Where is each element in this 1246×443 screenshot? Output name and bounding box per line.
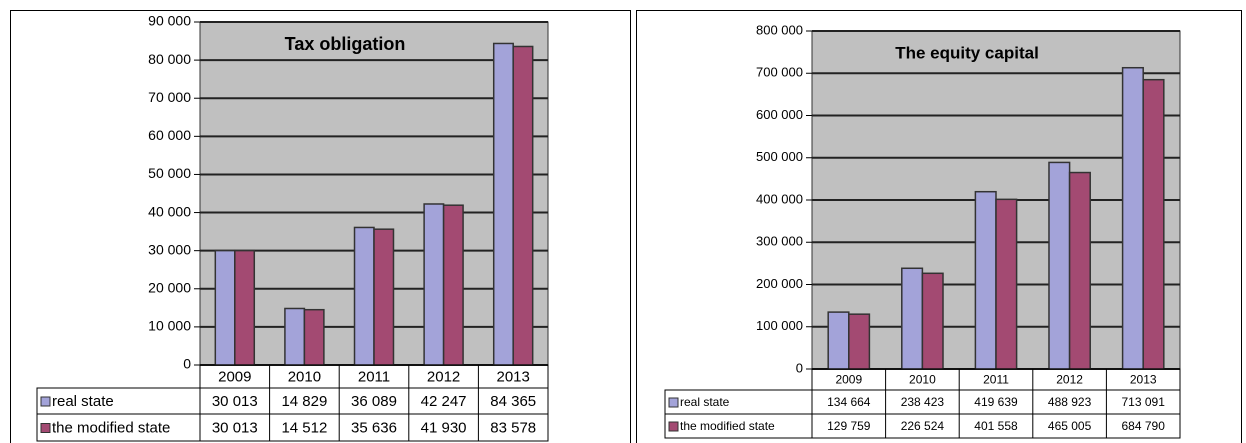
data-label: 42 247 — [421, 393, 467, 410]
x-tick-label: 2013 — [497, 368, 530, 385]
x-tick-label: 2011 — [983, 373, 1009, 387]
data-label: 226 524 — [901, 419, 945, 433]
y-tick-label: 0 — [183, 356, 191, 372]
bar — [1048, 161, 1071, 370]
bar — [353, 226, 375, 366]
x-tick-label: 2009 — [835, 373, 862, 387]
y-tick-label: 600 000 — [756, 107, 803, 122]
bar — [284, 307, 306, 366]
x-tick-label: 2012 — [1056, 373, 1083, 387]
bar — [373, 228, 395, 366]
data-label: 14 512 — [281, 419, 327, 436]
x-tick-label: 2009 — [218, 368, 251, 385]
y-tick-label: 0 — [796, 360, 803, 375]
x-tick-label: 2010 — [909, 373, 936, 387]
data-label: 129 759 — [827, 419, 871, 433]
bar — [234, 249, 256, 366]
legend-label: real state — [52, 393, 114, 410]
data-label: 30 013 — [212, 419, 258, 436]
bar — [442, 204, 464, 366]
data-label: 713 091 — [1122, 395, 1166, 409]
bar — [1068, 171, 1091, 370]
y-tick-label: 200 000 — [756, 276, 803, 291]
data-label: 30 013 — [212, 393, 258, 410]
bar — [974, 190, 997, 370]
y-tick-label: 90 000 — [148, 13, 191, 29]
y-tick-label: 80 000 — [148, 51, 191, 67]
legend-key — [40, 396, 51, 407]
bar — [214, 249, 236, 366]
legend-key — [668, 397, 679, 408]
x-tick-label: 2012 — [427, 368, 460, 385]
bar — [492, 42, 514, 366]
chart-title: The equity capital — [895, 43, 1039, 62]
bar — [995, 198, 1018, 370]
data-label: 488 923 — [1048, 395, 1092, 409]
bar — [901, 267, 924, 370]
y-tick-label: 30 000 — [148, 241, 191, 257]
data-label: 134 664 — [827, 395, 871, 409]
bar — [848, 313, 871, 370]
data-label: 41 930 — [421, 419, 467, 436]
x-tick-label: 2011 — [358, 368, 390, 385]
data-label: 83 578 — [490, 419, 536, 436]
x-tick-label: 2013 — [1130, 373, 1157, 387]
data-label: 36 089 — [351, 393, 397, 410]
y-tick-label: 700 000 — [756, 65, 803, 80]
y-tick-label: 800 000 — [756, 22, 803, 37]
legend-key — [668, 421, 679, 432]
y-tick-label: 50 000 — [148, 165, 191, 181]
data-label: 35 636 — [351, 419, 397, 436]
y-tick-label: 10 000 — [148, 318, 191, 334]
legend-label: the modified state — [52, 419, 170, 436]
y-tick-label: 300 000 — [756, 234, 803, 249]
bar — [921, 272, 944, 370]
bar — [827, 311, 850, 370]
y-tick-label: 100 000 — [756, 318, 803, 333]
chart-title: Tax obligation — [285, 34, 406, 54]
bar — [423, 203, 445, 366]
y-tick-label: 400 000 — [756, 191, 803, 206]
data-label: 84 365 — [490, 393, 536, 410]
legend-key — [40, 423, 51, 433]
bar — [1121, 66, 1144, 370]
legend-label: real state — [680, 395, 730, 409]
data-label: 401 558 — [974, 419, 1018, 433]
data-label: 465 005 — [1048, 419, 1092, 433]
data-label: 419 639 — [974, 395, 1018, 409]
data-label: 14 829 — [281, 393, 327, 410]
y-tick-label: 500 000 — [756, 149, 803, 164]
data-label: 238 423 — [901, 395, 945, 409]
y-tick-label: 70 000 — [148, 89, 191, 105]
bar — [1142, 78, 1165, 370]
bar — [303, 308, 325, 366]
x-tick-label: 2010 — [288, 368, 321, 385]
y-tick-label: 20 000 — [148, 279, 191, 295]
data-label: 684 790 — [1122, 419, 1166, 433]
legend-label: the modified state — [680, 419, 775, 433]
y-tick-label: 60 000 — [148, 127, 191, 143]
bar — [512, 45, 534, 366]
y-tick-label: 40 000 — [148, 203, 191, 219]
